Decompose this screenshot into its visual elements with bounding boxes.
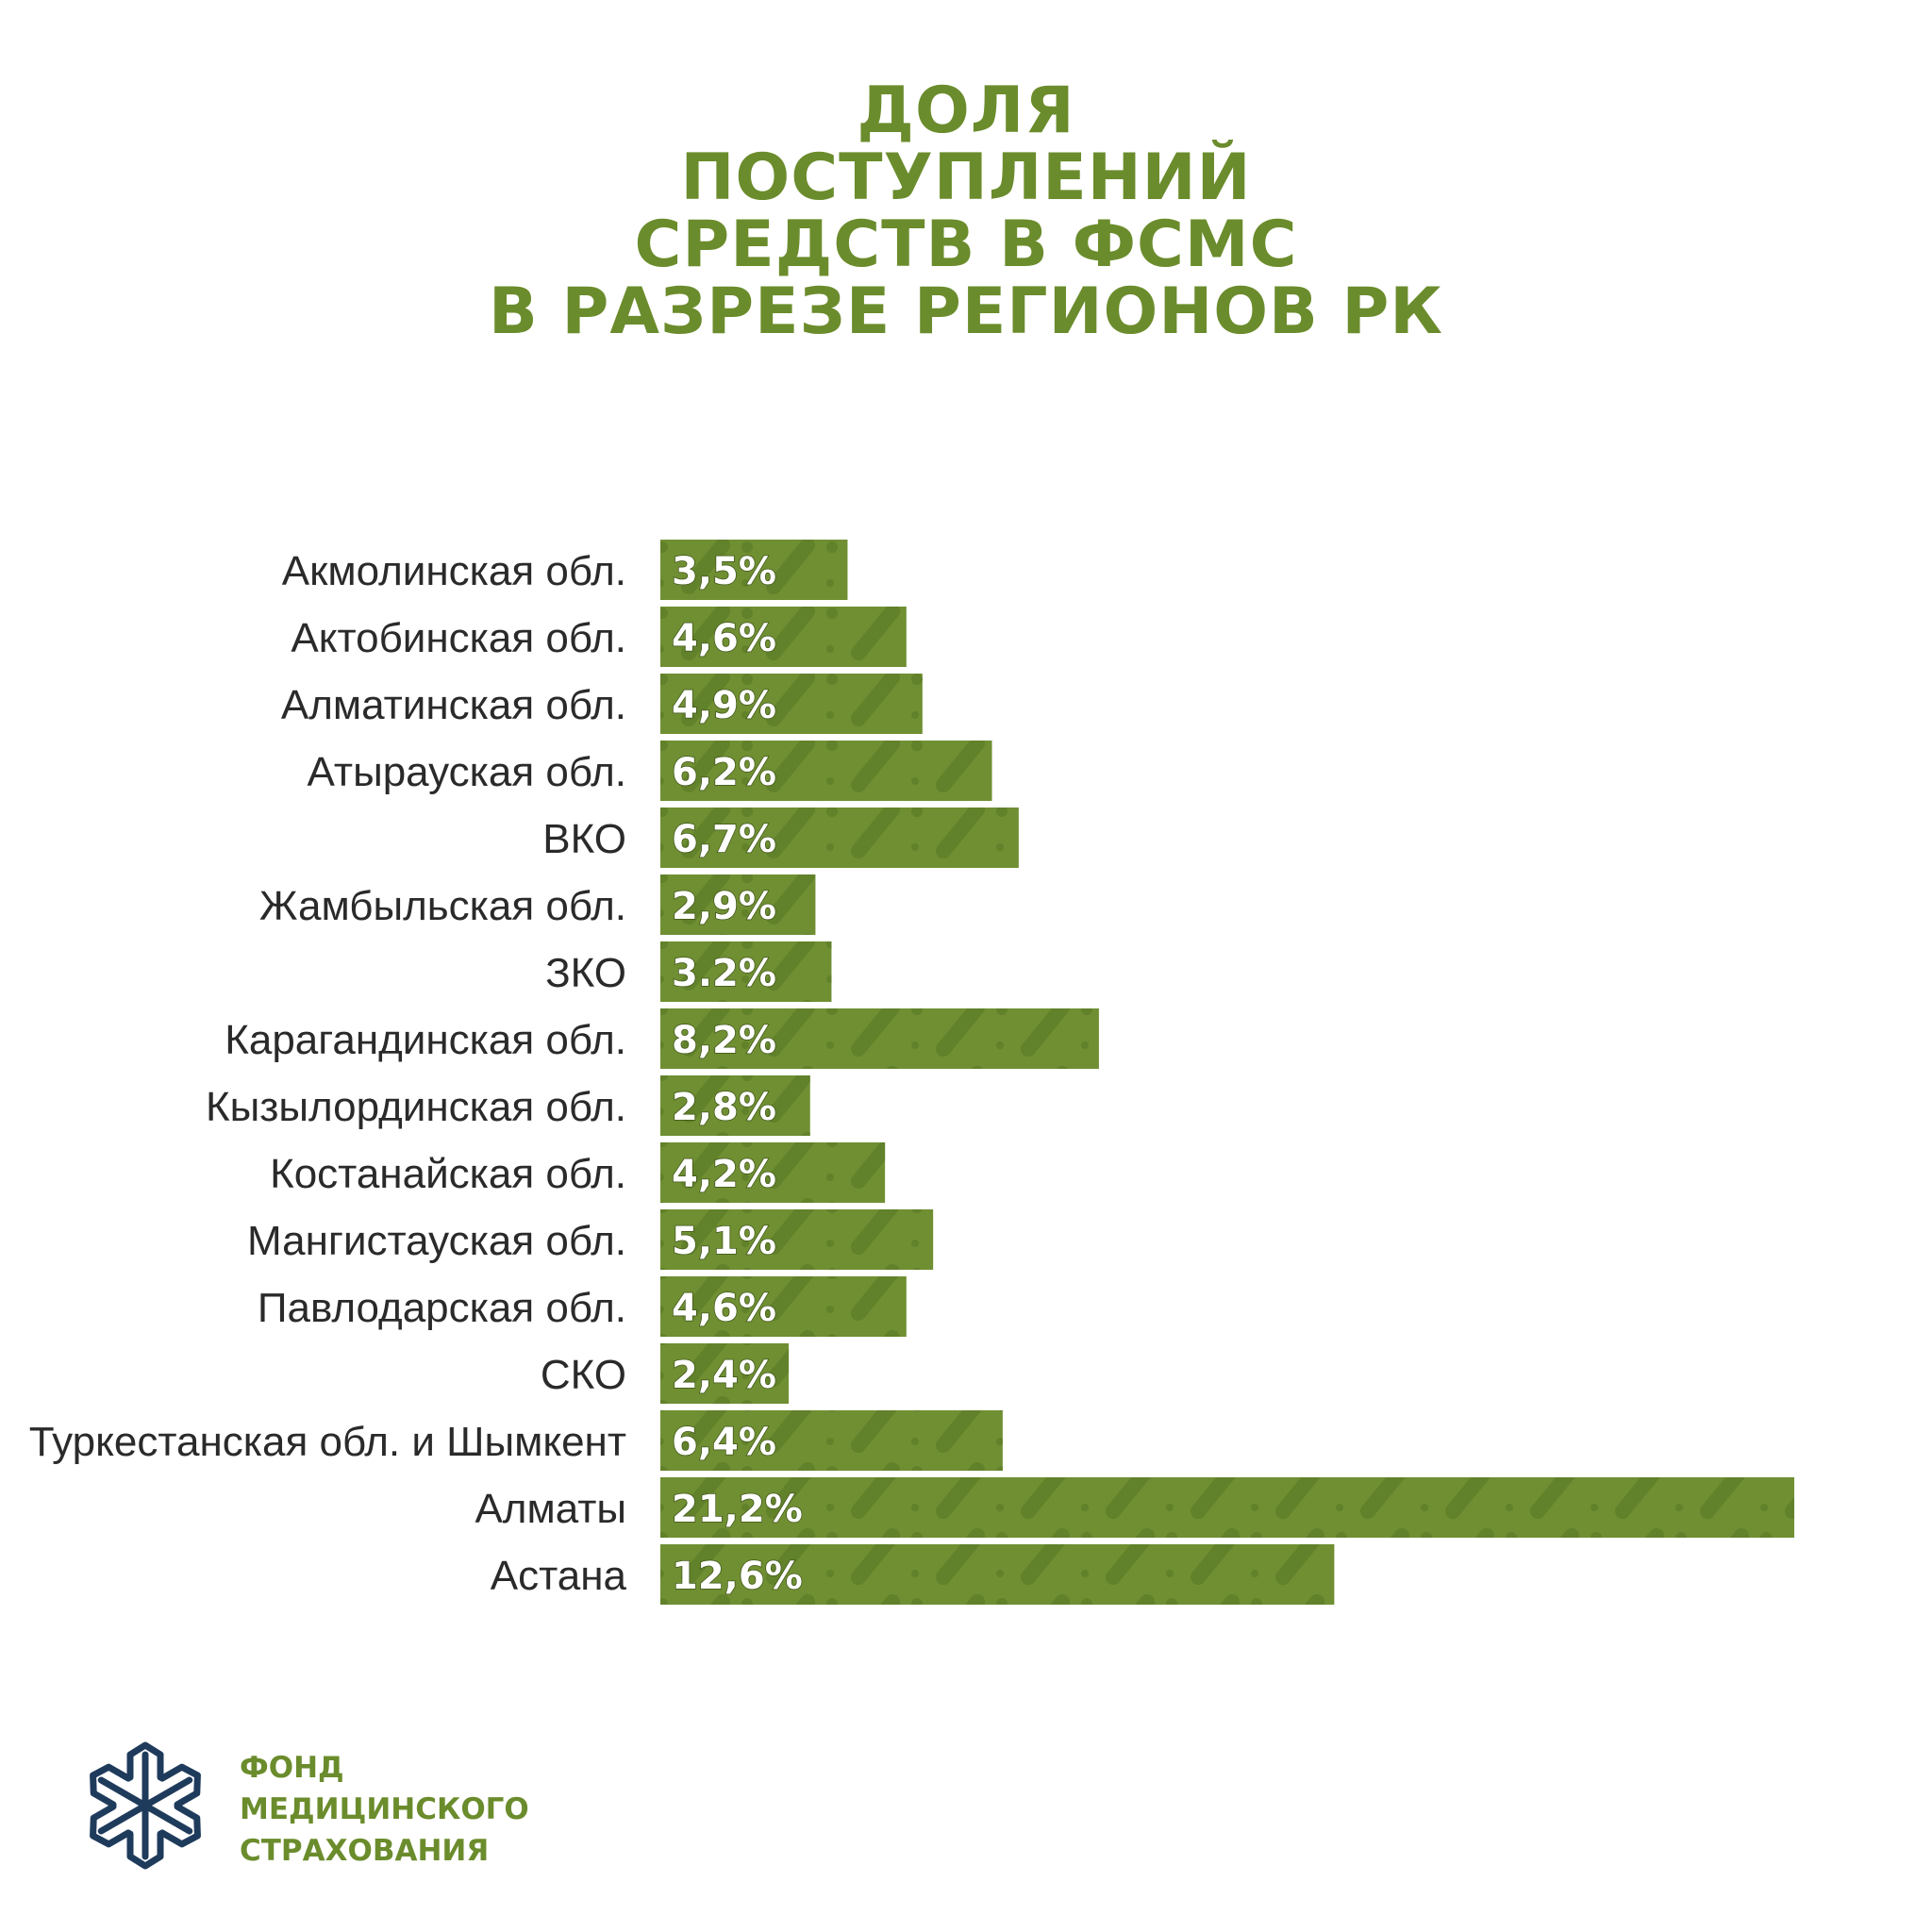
category-label: Кызылординская обл. <box>206 1084 626 1130</box>
chart-title: ДОЛЯ ПОСТУПЛЕНИЙ СРЕДСТВ В ФСМС В РАЗРЕЗ… <box>0 77 1932 345</box>
bar-pattern <box>660 1142 886 1203</box>
value-label: 21,2% <box>672 1488 803 1531</box>
category-label: Мангистауская обл. <box>247 1218 626 1264</box>
value-label: 2,9% <box>672 885 776 928</box>
value-label: 6,7% <box>672 818 776 861</box>
bar-pattern <box>660 741 992 801</box>
category-label: Акмолинская обл. <box>282 548 626 594</box>
value-label: 6,4% <box>672 1421 776 1464</box>
value-label: 2,8% <box>672 1086 776 1129</box>
bar-pattern <box>660 1410 1003 1471</box>
logo-line-3: СТРАХОВАНИЯ <box>240 1834 490 1868</box>
snowflake-hexagon-icon <box>74 1741 217 1877</box>
logo-line-2: МЕДИЦИНСКОГО <box>240 1792 529 1826</box>
logo-text: ФОНД МЕДИЦИНСКОГО СТРАХОВАНИЯ <box>240 1747 529 1872</box>
logo-line-1: ФОНД <box>240 1751 344 1785</box>
value-label: 8,2% <box>672 1019 776 1062</box>
value-label: 4,6% <box>672 1287 776 1330</box>
category-label: Карагандинская обл. <box>225 1017 626 1063</box>
bar-pattern <box>660 1075 810 1136</box>
category-label: Атырауская обл. <box>308 749 626 795</box>
category-label: Астана <box>491 1553 627 1599</box>
value-label: 3.2% <box>672 952 776 995</box>
bar-pattern <box>660 1276 907 1337</box>
value-label: 4,9% <box>672 684 776 727</box>
title-line-1: ДОЛЯ <box>857 74 1075 148</box>
bar-pattern <box>660 1343 790 1404</box>
bar-pattern <box>660 1008 1099 1069</box>
category-label: СКО <box>541 1352 626 1398</box>
bar-pattern <box>660 1477 1794 1538</box>
bar-pattern <box>660 607 907 667</box>
bar-chart: Акмолинская обл. 3,5% Актобинская обл. 4,6%… <box>29 540 1794 1605</box>
category-label: ВКО <box>542 816 626 862</box>
category-label: Алматинская обл. <box>281 682 626 728</box>
logo <box>74 1734 217 1877</box>
category-label: ЗКО <box>545 950 626 996</box>
bar-pattern <box>660 540 848 600</box>
bar-pattern <box>660 941 832 1002</box>
title-line-2: ПОСТУПЛЕНИЙ <box>680 141 1252 215</box>
value-label: 3,5% <box>672 550 776 593</box>
bar-pattern <box>660 1209 934 1270</box>
value-label: 2,4% <box>672 1354 776 1397</box>
title-line-3: СРЕДСТВ В ФСМС <box>634 208 1298 282</box>
bar-pattern <box>660 808 1019 868</box>
bar-pattern <box>660 674 923 734</box>
bar-pattern <box>660 874 816 935</box>
category-label: Актобинская обл. <box>291 615 626 661</box>
category-label: Алматы <box>475 1486 626 1532</box>
value-label: 6,2% <box>672 751 776 794</box>
category-label: Павлодарская обл. <box>258 1285 626 1331</box>
title-line-4: В РАЗРЕЗЕ РЕГИОНОВ РК <box>489 275 1443 349</box>
value-label: 12,6% <box>672 1555 803 1598</box>
category-label: Жамбыльская обл. <box>259 883 626 929</box>
category-label: Костанайская обл. <box>270 1151 626 1197</box>
value-label: 4,2% <box>672 1153 776 1196</box>
value-label: 4,6% <box>672 617 776 660</box>
category-label: Туркестанская обл. и Шымкент <box>29 1419 626 1465</box>
bar-pattern <box>660 1544 1335 1605</box>
value-label: 5,1% <box>672 1220 776 1263</box>
